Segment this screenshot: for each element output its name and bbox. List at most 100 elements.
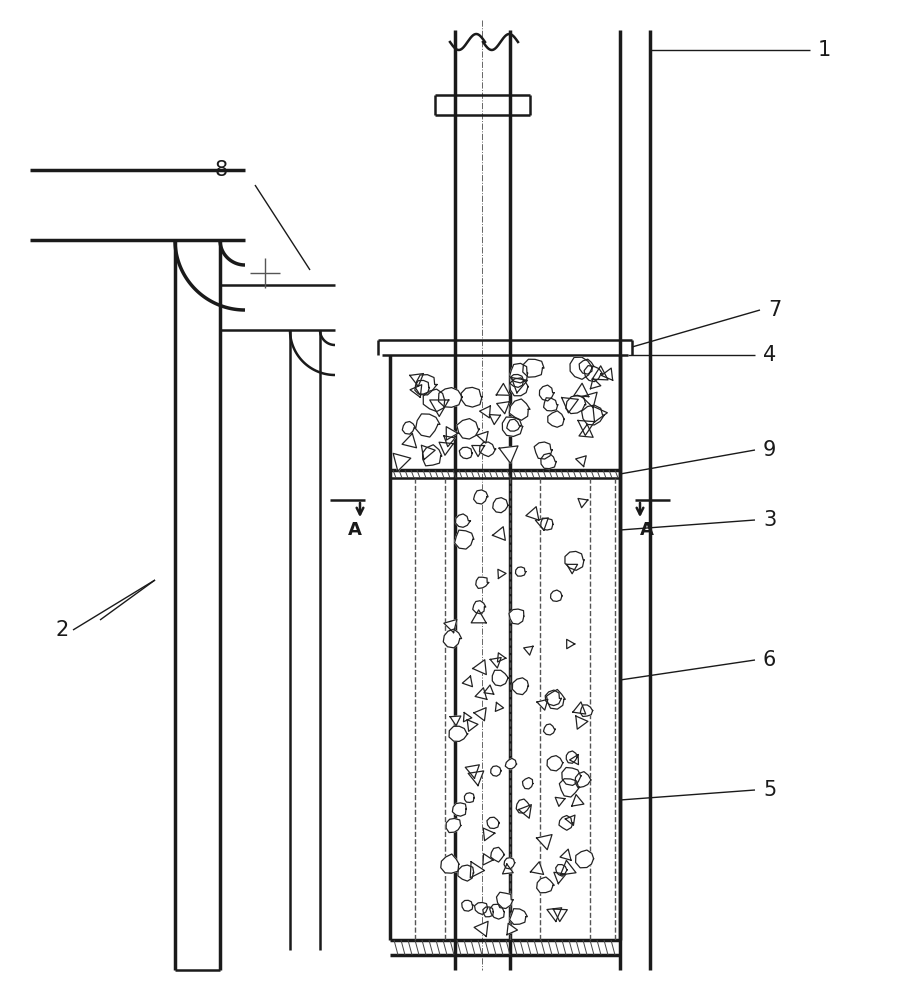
- Polygon shape: [483, 685, 493, 694]
- Polygon shape: [539, 385, 554, 401]
- Polygon shape: [565, 815, 575, 825]
- Polygon shape: [584, 366, 603, 382]
- Text: A: A: [348, 521, 361, 539]
- Polygon shape: [491, 847, 504, 862]
- Polygon shape: [483, 907, 493, 917]
- Polygon shape: [504, 858, 515, 869]
- Polygon shape: [560, 849, 571, 860]
- Polygon shape: [480, 442, 495, 457]
- Polygon shape: [541, 518, 553, 530]
- Polygon shape: [402, 421, 415, 434]
- Polygon shape: [536, 835, 552, 850]
- Polygon shape: [524, 646, 533, 655]
- Text: 3: 3: [763, 510, 776, 530]
- Polygon shape: [578, 420, 595, 435]
- Polygon shape: [523, 359, 544, 377]
- Polygon shape: [567, 639, 575, 649]
- Polygon shape: [576, 716, 588, 729]
- Polygon shape: [522, 778, 533, 789]
- Polygon shape: [512, 678, 528, 695]
- Polygon shape: [537, 699, 548, 710]
- Polygon shape: [393, 453, 411, 471]
- Polygon shape: [575, 772, 591, 788]
- Polygon shape: [496, 383, 509, 395]
- Polygon shape: [473, 660, 486, 675]
- Polygon shape: [571, 795, 584, 806]
- Polygon shape: [402, 434, 416, 448]
- Polygon shape: [553, 909, 567, 922]
- Polygon shape: [546, 689, 565, 709]
- Polygon shape: [505, 758, 517, 769]
- Polygon shape: [495, 702, 503, 711]
- Polygon shape: [492, 670, 509, 686]
- Polygon shape: [471, 610, 486, 623]
- Polygon shape: [423, 389, 445, 412]
- Polygon shape: [526, 507, 539, 520]
- Polygon shape: [518, 805, 531, 818]
- Polygon shape: [499, 446, 518, 463]
- Polygon shape: [439, 388, 463, 407]
- Polygon shape: [541, 453, 556, 469]
- Polygon shape: [601, 368, 613, 380]
- Polygon shape: [551, 590, 562, 601]
- Polygon shape: [492, 498, 509, 513]
- Polygon shape: [452, 803, 466, 816]
- Polygon shape: [579, 424, 593, 437]
- Polygon shape: [430, 400, 448, 416]
- Polygon shape: [465, 793, 475, 802]
- Polygon shape: [475, 688, 487, 699]
- Polygon shape: [570, 357, 592, 379]
- Polygon shape: [497, 402, 509, 414]
- Polygon shape: [475, 921, 488, 936]
- Polygon shape: [509, 374, 524, 387]
- Polygon shape: [415, 375, 437, 395]
- Polygon shape: [466, 765, 479, 778]
- Polygon shape: [475, 902, 488, 914]
- Polygon shape: [483, 854, 493, 865]
- Text: 1: 1: [818, 40, 832, 60]
- Polygon shape: [545, 690, 562, 706]
- Polygon shape: [566, 751, 578, 763]
- Polygon shape: [509, 609, 524, 624]
- Polygon shape: [449, 726, 467, 741]
- Polygon shape: [576, 850, 594, 868]
- Polygon shape: [566, 395, 586, 414]
- Polygon shape: [547, 756, 563, 771]
- Polygon shape: [414, 380, 430, 394]
- Polygon shape: [464, 713, 472, 722]
- Polygon shape: [468, 771, 483, 786]
- Polygon shape: [516, 567, 526, 576]
- Polygon shape: [576, 456, 587, 466]
- Polygon shape: [475, 577, 489, 588]
- Polygon shape: [410, 385, 422, 397]
- Polygon shape: [560, 779, 579, 797]
- Polygon shape: [462, 900, 473, 911]
- Polygon shape: [509, 909, 527, 924]
- Polygon shape: [439, 442, 453, 455]
- Polygon shape: [544, 724, 555, 735]
- Polygon shape: [578, 498, 588, 508]
- Polygon shape: [561, 860, 576, 875]
- Polygon shape: [502, 417, 523, 436]
- Polygon shape: [487, 817, 500, 828]
- Polygon shape: [444, 619, 457, 633]
- Polygon shape: [498, 653, 506, 662]
- Polygon shape: [492, 527, 505, 540]
- Polygon shape: [415, 414, 440, 437]
- Polygon shape: [470, 862, 484, 878]
- Polygon shape: [490, 904, 504, 919]
- Polygon shape: [483, 828, 495, 841]
- Polygon shape: [565, 551, 584, 570]
- Polygon shape: [473, 601, 486, 614]
- Polygon shape: [592, 366, 608, 380]
- Polygon shape: [491, 766, 501, 776]
- Text: A: A: [640, 521, 654, 539]
- Polygon shape: [498, 569, 506, 578]
- Polygon shape: [462, 676, 473, 687]
- Polygon shape: [467, 720, 478, 731]
- Polygon shape: [555, 865, 567, 876]
- Polygon shape: [579, 359, 594, 374]
- Text: 4: 4: [763, 345, 776, 365]
- Polygon shape: [507, 419, 520, 431]
- Polygon shape: [457, 419, 479, 439]
